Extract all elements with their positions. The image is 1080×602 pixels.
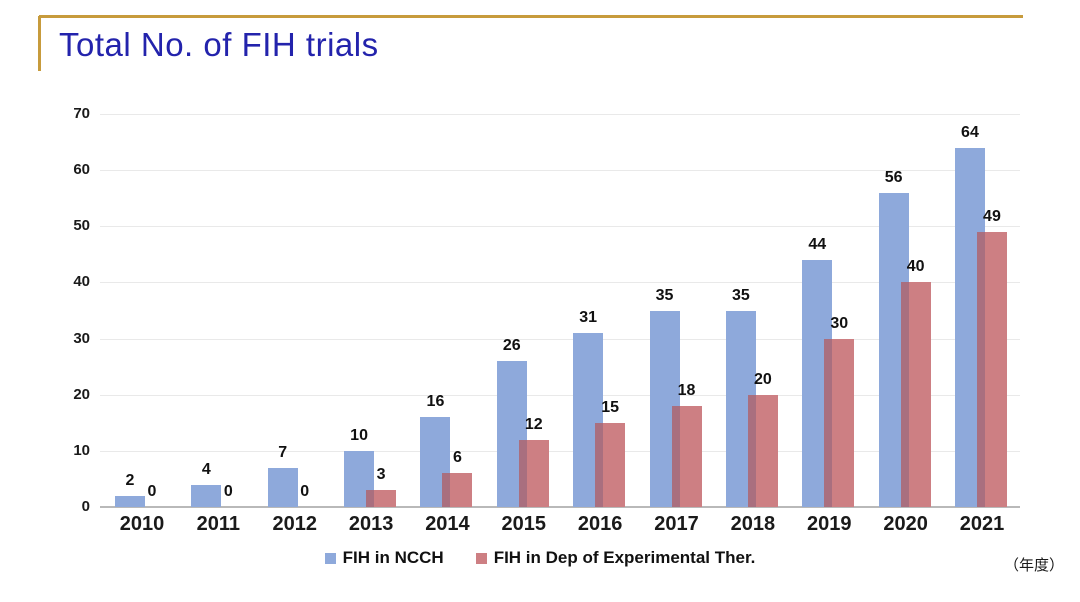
x-tick-label: 2010 [119, 513, 165, 535]
bar-fih-dep [518, 439, 549, 507]
bar-value-label: 20 [753, 370, 772, 388]
gridline [100, 282, 1020, 284]
bar-value-label: 4 [201, 460, 211, 478]
x-tick-label: 2018 [730, 513, 776, 535]
bar-value-label: 35 [655, 286, 674, 304]
bar-fih-dep [824, 338, 855, 507]
bar-overlap-shade [824, 338, 833, 507]
gridline [100, 170, 1020, 172]
x-tick-label: 2017 [654, 513, 699, 535]
x-axis-line [100, 506, 1020, 508]
gridline [100, 338, 1020, 340]
y-tick-label: 70 [73, 105, 90, 122]
gridline [100, 394, 1020, 396]
bar-overlap-shade [518, 439, 527, 507]
bar-value-label: 56 [884, 168, 903, 186]
y-tick-label: 30 [73, 329, 90, 347]
legend-swatch-ncch [324, 552, 336, 564]
x-tick-label: 2019 [806, 513, 852, 535]
bar-value-label: 12 [524, 415, 543, 433]
x-tick-label: 2015 [501, 513, 547, 535]
bar-value-label: 16 [426, 393, 445, 411]
x-tick-label: 2020 [883, 513, 928, 535]
x-tick-label: 2016 [577, 513, 623, 535]
y-tick-label: 20 [73, 385, 90, 403]
bar-overlap-shade [366, 490, 375, 507]
page-title: Total No. of FIH trials [59, 26, 379, 63]
bar-fih-dep [595, 422, 626, 507]
x-tick-label: 2012 [272, 513, 317, 535]
bar-fih-ncch [267, 467, 298, 507]
x-tick-label: 2021 [959, 513, 1005, 535]
x-tick-label: 2014 [425, 513, 470, 535]
accent-line-left [38, 16, 41, 71]
bar-value-label: 6 [452, 449, 462, 467]
bar-fih-dep [442, 473, 473, 507]
bar-value-label: 40 [906, 258, 925, 276]
bar-fih-dep [976, 231, 1007, 507]
bar-fih-ncch [115, 495, 145, 507]
chart-legend: FIH in NCCH FIH in Dep of Experimental Th… [0, 548, 1080, 568]
bar-value-label: 26 [502, 337, 521, 355]
bar-fih-dep [671, 405, 702, 507]
y-tick-label: 10 [73, 441, 90, 459]
y-tick-label: 40 [73, 273, 90, 291]
bar-overlap-shade [442, 473, 451, 507]
y-tick-label: 60 [73, 161, 90, 179]
bar-value-label: 0 [300, 483, 310, 500]
bar-value-label: 10 [350, 426, 368, 444]
bar-value-label: 44 [808, 235, 827, 253]
bar-overlap-shade [976, 231, 985, 507]
gridline [100, 114, 1020, 115]
legend-item: FIH in NCCH [324, 548, 444, 568]
bar-fih-dep [366, 490, 397, 507]
bar-overlap-shade [747, 394, 756, 507]
y-tick-label: 0 [81, 498, 90, 515]
x-tick-label: 2013 [348, 513, 394, 535]
bar-value-label: 15 [601, 398, 620, 416]
bar-fih-ncch [191, 484, 222, 507]
bar-fih-dep [747, 394, 778, 507]
legend-label: FIH in Dep of Experimental Ther. [493, 548, 756, 567]
bar-value-label: 7 [278, 443, 288, 461]
bar-value-label: 3 [376, 466, 386, 484]
bar-value-label: 2 [125, 471, 135, 489]
legend-item: FIH in Dep of Experimental Ther. [475, 548, 756, 568]
y-tick-label: 50 [73, 217, 90, 235]
x-tick-label: 2011 [196, 513, 241, 535]
bar-fih-dep [900, 282, 931, 507]
bar-value-label: 18 [677, 381, 696, 399]
bar-value-label: 49 [983, 207, 1001, 225]
legend-label: FIH in NCCH [342, 548, 444, 567]
gridline [100, 226, 1020, 228]
bar-value-label: 64 [961, 123, 979, 141]
legend-swatch-dep [475, 552, 487, 564]
bar-value-label: 0 [147, 483, 157, 500]
bar-overlap-shade [595, 422, 604, 507]
bar-value-label: 0 [223, 483, 233, 500]
bar-value-label: 30 [830, 314, 849, 332]
fiscal-year-note: （年度） [1003, 556, 1064, 574]
bar-overlap-shade [671, 405, 680, 507]
accent-line-top [39, 15, 1023, 18]
gridline [100, 450, 1020, 452]
bar-overlap-shade [900, 282, 909, 507]
bar-value-label: 31 [579, 308, 598, 326]
bar-value-label: 35 [731, 286, 750, 304]
